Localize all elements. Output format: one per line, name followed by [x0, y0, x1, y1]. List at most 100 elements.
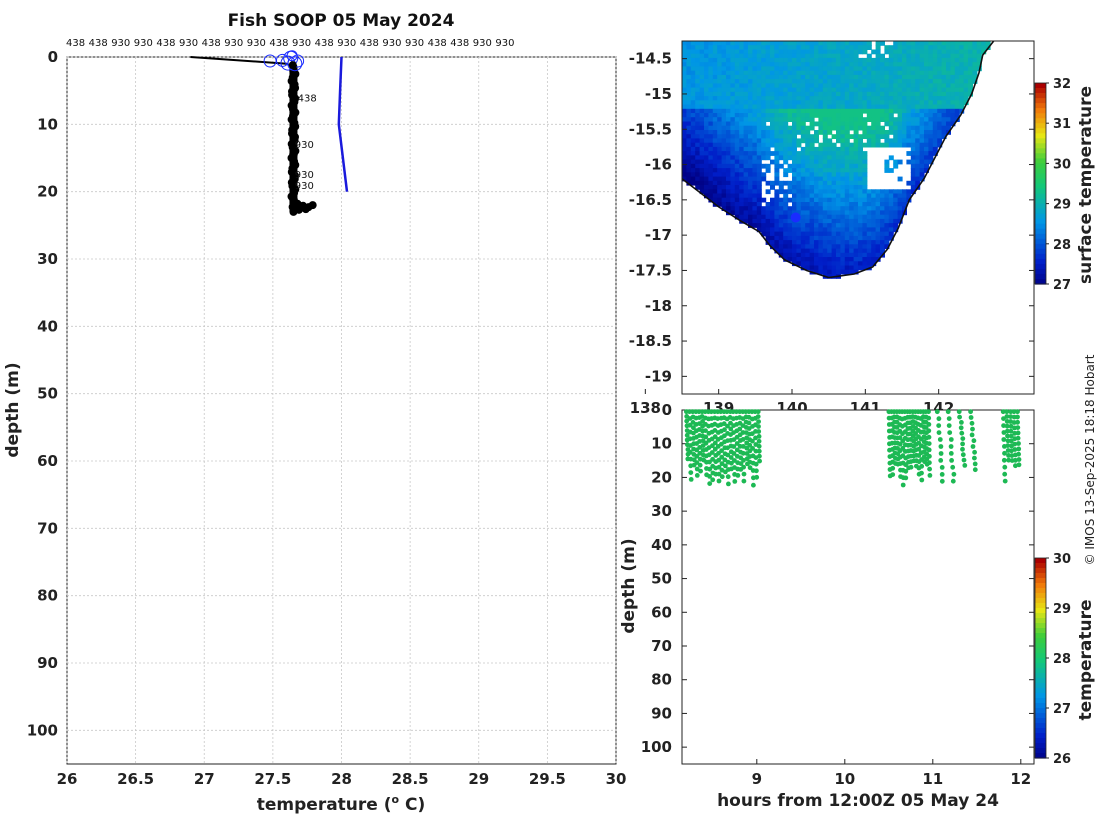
sst-cell	[844, 189, 850, 195]
sst-cell	[844, 151, 850, 156]
sst-cell	[858, 83, 863, 89]
profile-y-tick-label: 0	[48, 48, 58, 66]
sst-cell	[743, 70, 749, 76]
sst-cell	[778, 138, 784, 144]
sst-cell	[805, 168, 811, 173]
sst-cell	[809, 66, 815, 72]
sst-cell	[814, 155, 819, 161]
sst-cell	[844, 91, 850, 97]
sst-cell	[809, 53, 815, 59]
sst-cell	[818, 146, 824, 152]
sst-cell	[849, 113, 855, 118]
sst-cell	[822, 45, 828, 50]
sst-cell	[765, 189, 771, 195]
sst-cell	[756, 185, 762, 190]
sst-cell	[787, 189, 793, 195]
sst-cell	[866, 227, 872, 233]
sst-cell	[893, 53, 899, 59]
sst-cell	[756, 100, 762, 106]
sst-cell	[721, 159, 727, 165]
sst-cell	[734, 41, 740, 46]
sst-cell	[853, 57, 859, 63]
sst-cell	[734, 45, 740, 50]
depth-sample-point	[756, 438, 762, 444]
sst-cell	[695, 130, 701, 135]
sst-cell	[827, 240, 833, 245]
sst-cell	[770, 244, 775, 250]
sst-cell	[734, 172, 740, 178]
sst-cell	[862, 227, 868, 233]
sst-cell	[734, 96, 740, 101]
sst-cell	[893, 74, 899, 80]
sst-cell	[792, 189, 797, 195]
sst-cell	[818, 155, 824, 161]
sst-cell	[765, 79, 771, 84]
sst-cell	[805, 214, 811, 220]
sst-cell	[822, 151, 828, 156]
sst-cell	[814, 193, 819, 199]
sst-cell	[910, 159, 916, 165]
sst-cell	[831, 87, 837, 93]
sst-cell	[910, 87, 916, 93]
sst-cell	[805, 79, 811, 84]
sst-cell	[721, 176, 727, 182]
sst-cell	[778, 83, 784, 89]
sst-cell	[730, 146, 736, 152]
profile-y-tick-label: 70	[37, 519, 58, 537]
sst-cell	[827, 108, 833, 114]
sst-cell	[893, 87, 899, 93]
sst-cell	[814, 108, 819, 114]
sst-cell	[770, 130, 775, 135]
depth-sample-point	[946, 416, 952, 421]
sst-cell	[849, 197, 855, 203]
sst-cell	[787, 113, 793, 118]
profile-x-tick-label: 26	[57, 770, 78, 788]
sst-cell	[866, 223, 872, 228]
sst-cell	[796, 41, 802, 46]
sst-cell	[858, 206, 863, 211]
sst-cell	[844, 155, 850, 161]
sst-cell	[932, 62, 938, 67]
sst-cell	[822, 108, 828, 114]
sst-cell	[888, 125, 894, 131]
sst-cell	[699, 57, 705, 63]
sst-cell	[888, 235, 894, 241]
sst-cell	[946, 79, 951, 84]
sst-cell	[924, 83, 929, 89]
sst-cell	[827, 41, 833, 46]
sst-cell	[765, 146, 771, 152]
sst-cell	[690, 87, 696, 93]
sst-cell	[858, 45, 863, 50]
sst-cell	[924, 66, 929, 72]
sst-cell	[730, 70, 736, 76]
sst-cell	[800, 159, 806, 165]
sst-cell	[708, 62, 714, 67]
sst-cell	[862, 159, 868, 165]
sst-cell	[792, 180, 797, 186]
sst-cell	[774, 244, 780, 250]
sst-cell	[792, 227, 797, 233]
depth-sample-point	[959, 420, 964, 425]
colorbar-segment	[1035, 103, 1046, 109]
sst-cell	[932, 83, 938, 89]
sst-cell	[915, 151, 921, 156]
sst-cell	[880, 189, 885, 195]
sst-cell	[690, 79, 696, 84]
depth-sample-point	[897, 435, 903, 441]
sst-cell	[778, 62, 784, 67]
sst-cell	[906, 151, 912, 156]
depth-sample-point	[738, 461, 744, 466]
sst-cell	[761, 113, 767, 118]
sst-cell	[866, 206, 872, 211]
sst-cell	[853, 155, 859, 161]
sst-cell	[734, 66, 740, 72]
sst-cell	[893, 163, 899, 169]
sst-cell	[853, 113, 859, 118]
sst-cell	[778, 155, 784, 161]
depth-sample-point	[1015, 409, 1020, 415]
sst-cell	[814, 87, 819, 93]
sst-cell	[858, 104, 863, 110]
sst-cell	[814, 269, 819, 275]
sst-cell	[893, 121, 899, 127]
sst-cell	[783, 142, 789, 148]
